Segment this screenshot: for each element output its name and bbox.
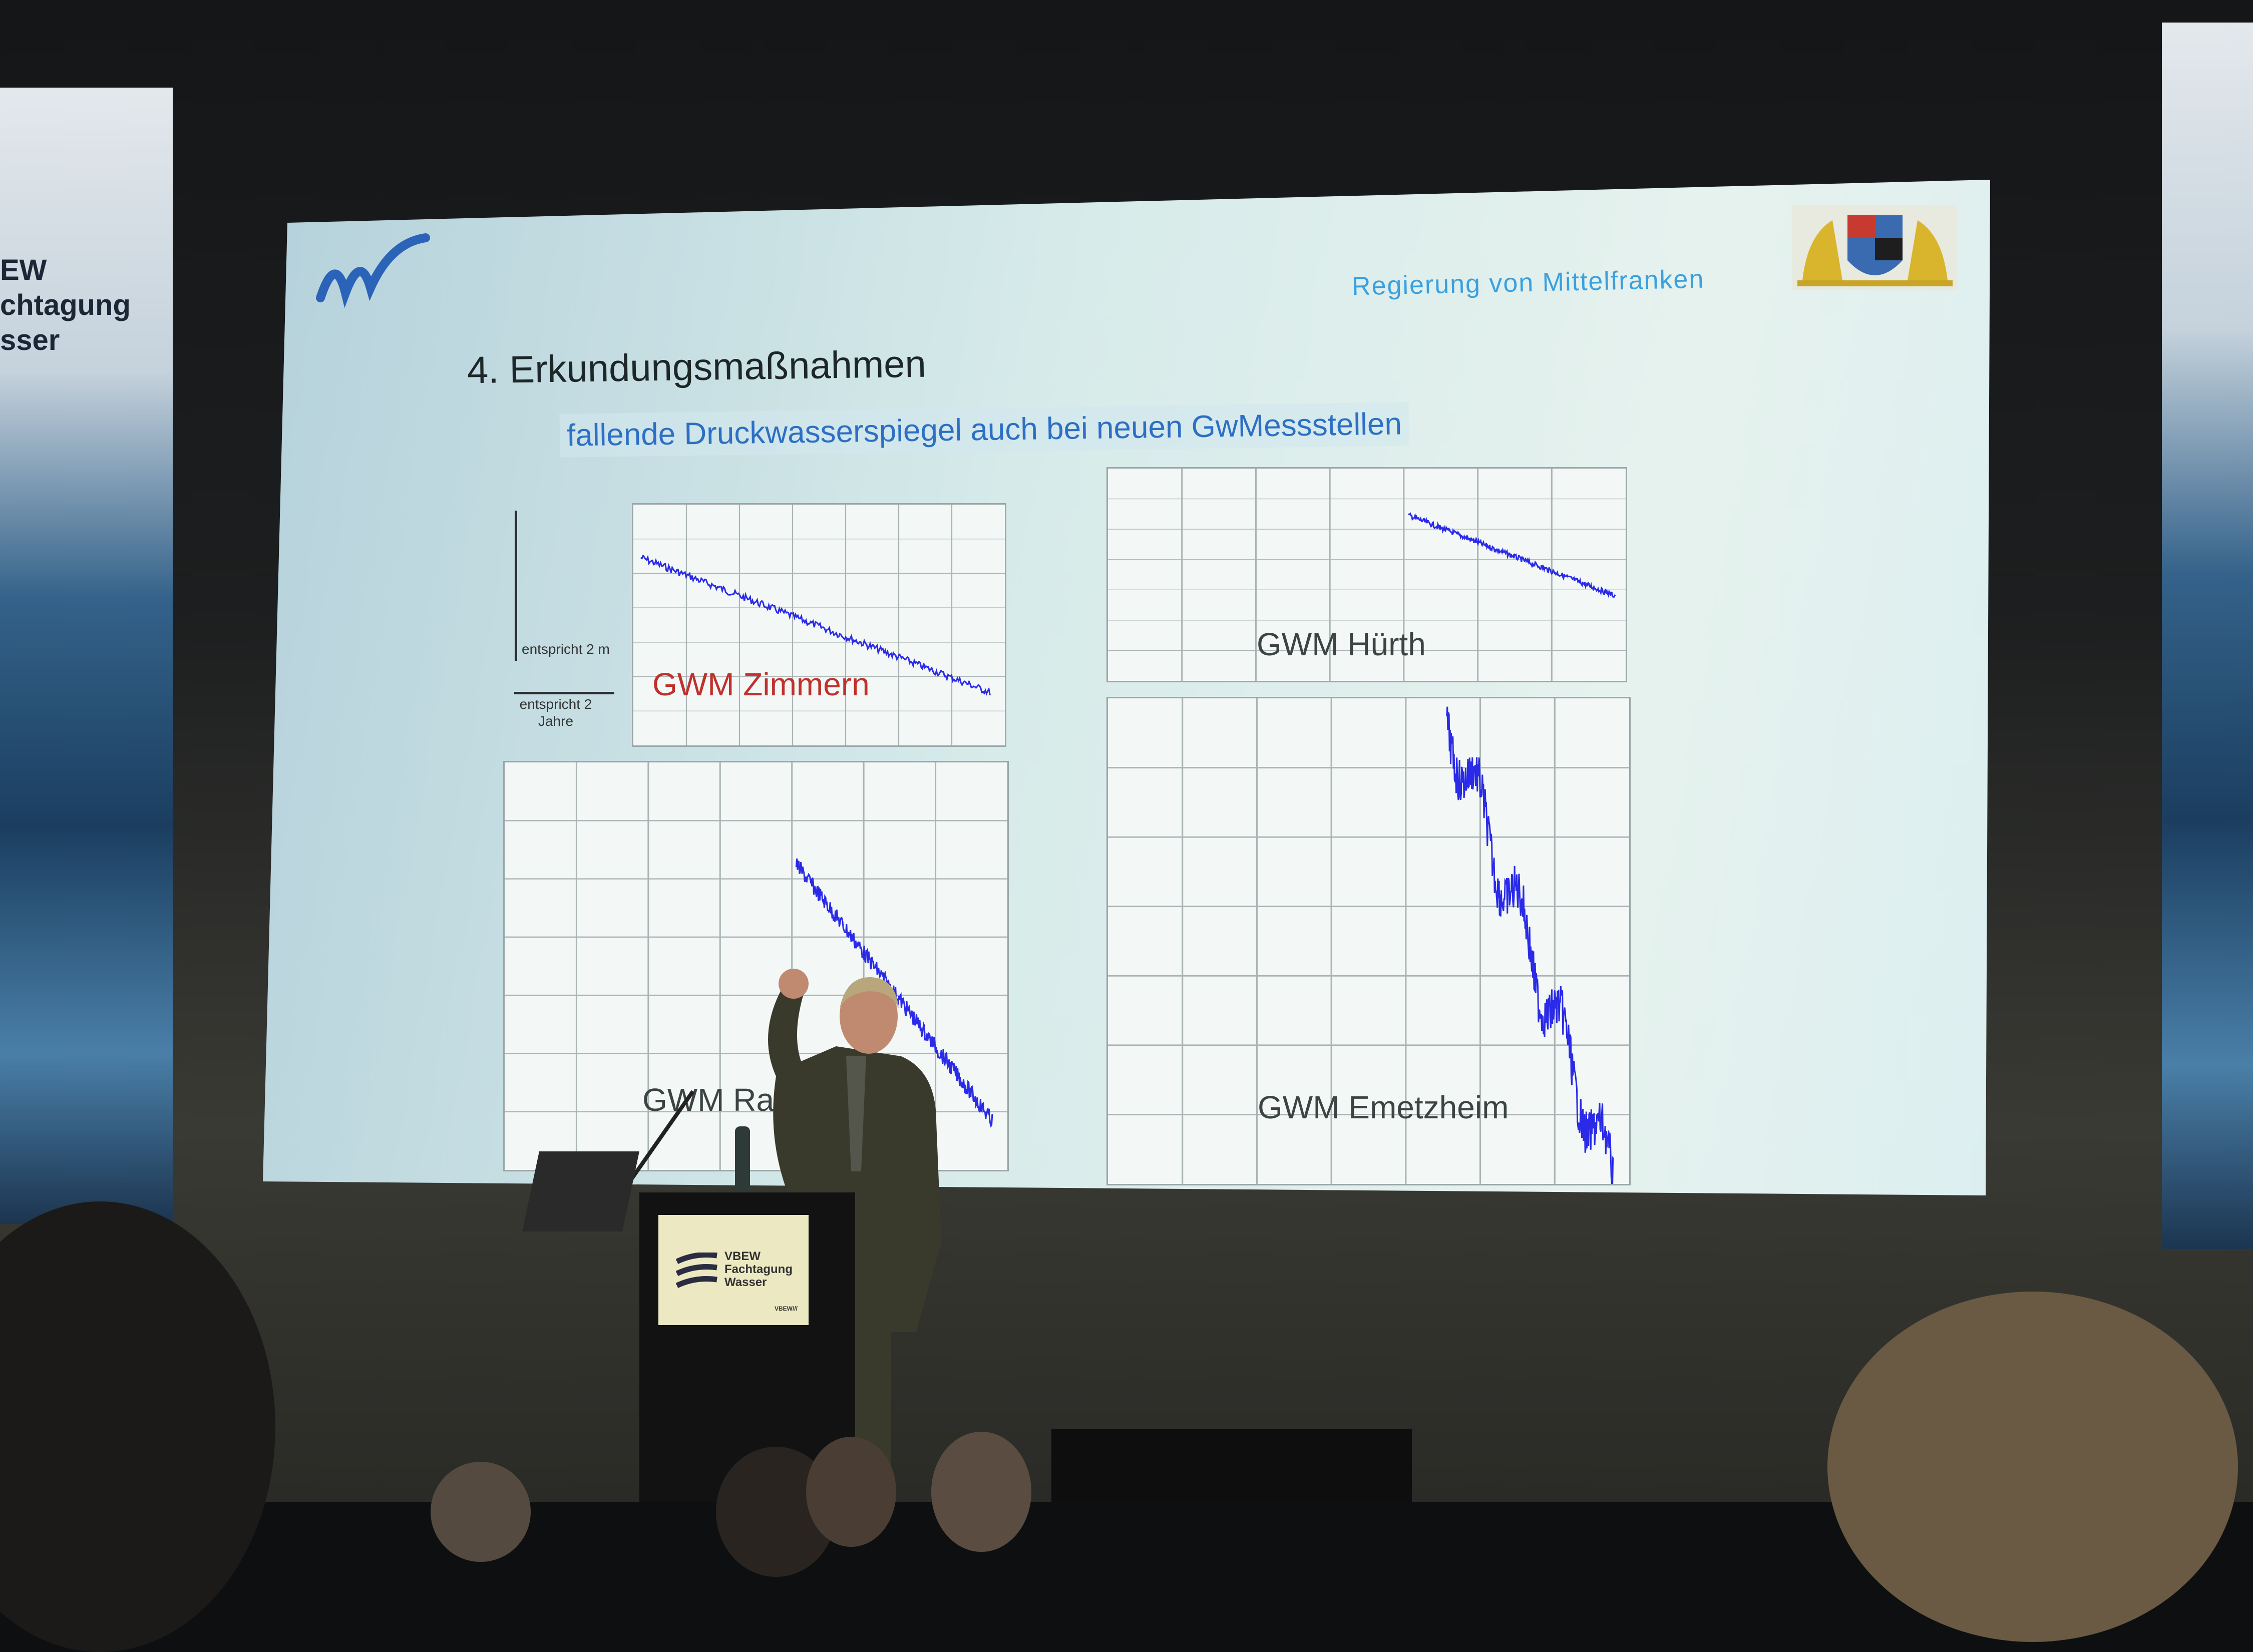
audience-head <box>431 1462 531 1562</box>
podium-sign: VBEW Fachtagung Wasser VBEW/// <box>658 1215 809 1325</box>
scale-bar-vertical <box>515 511 517 661</box>
scale-label-horizontal: entspricht 2 Jahre <box>518 696 593 730</box>
chart-label-rain: GWM Rain <box>642 1082 799 1118</box>
water-level-trace <box>641 556 990 695</box>
chart-emetzheim <box>1106 697 1631 1185</box>
water-level-trace <box>1447 707 1614 1184</box>
vbew-logo: VBEW/// <box>775 1305 798 1312</box>
sign-text: Fachtagung <box>724 1263 793 1276</box>
stage-monitor <box>1051 1429 1412 1502</box>
laptop <box>522 1151 640 1231</box>
water-bottle <box>735 1126 750 1191</box>
water-level-trace <box>1408 514 1616 597</box>
scale-label-line: Jahre <box>538 713 574 729</box>
audience-head <box>806 1437 896 1547</box>
podium: VBEW Fachtagung Wasser VBEW/// <box>639 1192 855 1502</box>
scale-label-vertical: entspricht 2 m <box>522 641 610 657</box>
chart-label-huerth: GWM Hürth <box>1257 626 1426 662</box>
banner-text: EW <box>0 254 47 286</box>
banner-text: sser <box>0 324 60 356</box>
waves-logo-icon <box>676 1253 717 1288</box>
coat-of-arms-icon <box>1792 205 1958 290</box>
sign-text: VBEW <box>724 1250 761 1263</box>
chart-huerth <box>1106 467 1627 682</box>
institution-logo <box>316 233 430 308</box>
audience-head <box>931 1432 1031 1552</box>
chart-label-emetzheim: GWM Emetzheim <box>1258 1089 1509 1125</box>
chart-zimmern <box>632 503 1006 747</box>
banner-text: chtagung <box>0 289 131 321</box>
left-banner: EW chtagung sser <box>0 88 173 1224</box>
scale-bar-horizontal <box>514 692 614 694</box>
audience-head <box>1827 1292 2238 1642</box>
sign-text: Wasser <box>724 1276 767 1289</box>
right-banner <box>2162 23 2253 1249</box>
scale-label-line: entspricht 2 <box>519 696 592 712</box>
chart-label-zimmern: GWM Zimmern <box>652 666 870 702</box>
slide-title: 4. Erkundungsmaßnahmen <box>467 342 927 392</box>
